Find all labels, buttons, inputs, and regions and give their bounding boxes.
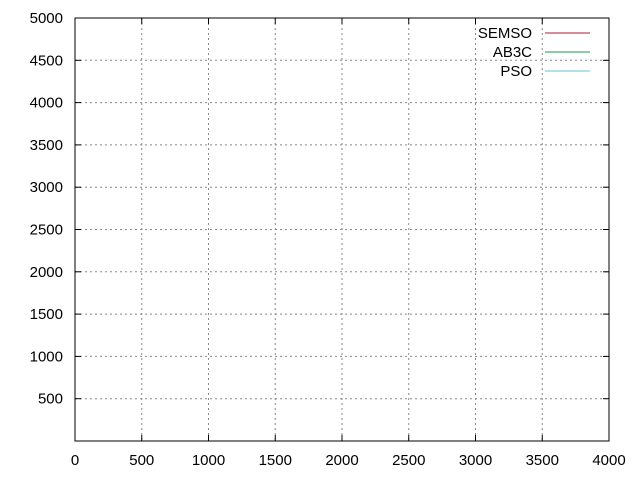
y-tick-label: 4500: [30, 52, 63, 69]
legend-label-semso: SEMSO: [478, 25, 532, 42]
y-tick-label: 2500: [30, 222, 63, 239]
x-tick-label: 3500: [526, 452, 559, 469]
x-tick-label: 4000: [592, 452, 625, 469]
x-axis: 0 500 1000 1500 2000 2500 3000 3500 4000: [71, 18, 626, 469]
y-axis: 500 1000 1500 2000 2500 3000 3500 4000 4500 5000: [30, 10, 609, 408]
legend-label-ab3c: AB3C: [493, 44, 532, 61]
y-tick-label: 3500: [30, 137, 63, 154]
y-tick-label: 4000: [30, 95, 63, 112]
x-tick-label: 500: [129, 452, 154, 469]
x-tick-label: 2500: [392, 452, 425, 469]
y-tick-label: 1000: [30, 348, 63, 365]
x-tick-label: 2000: [325, 452, 358, 469]
y-tick-label: 2000: [30, 264, 63, 281]
y-tick-label: 3000: [30, 179, 63, 196]
y-tick-label: 1500: [30, 306, 63, 323]
y-tick-label: 5000: [30, 10, 63, 27]
x-tick-label: 0: [71, 452, 79, 469]
x-tick-label: 3000: [459, 452, 492, 469]
legend: SEMSO AB3C PSO: [478, 25, 590, 80]
legend-label-pso: PSO: [500, 63, 532, 80]
y-tick-label: 500: [38, 391, 63, 408]
x-tick-label: 1500: [259, 452, 292, 469]
grid: [75, 18, 609, 441]
x-tick-label: 1000: [192, 452, 225, 469]
